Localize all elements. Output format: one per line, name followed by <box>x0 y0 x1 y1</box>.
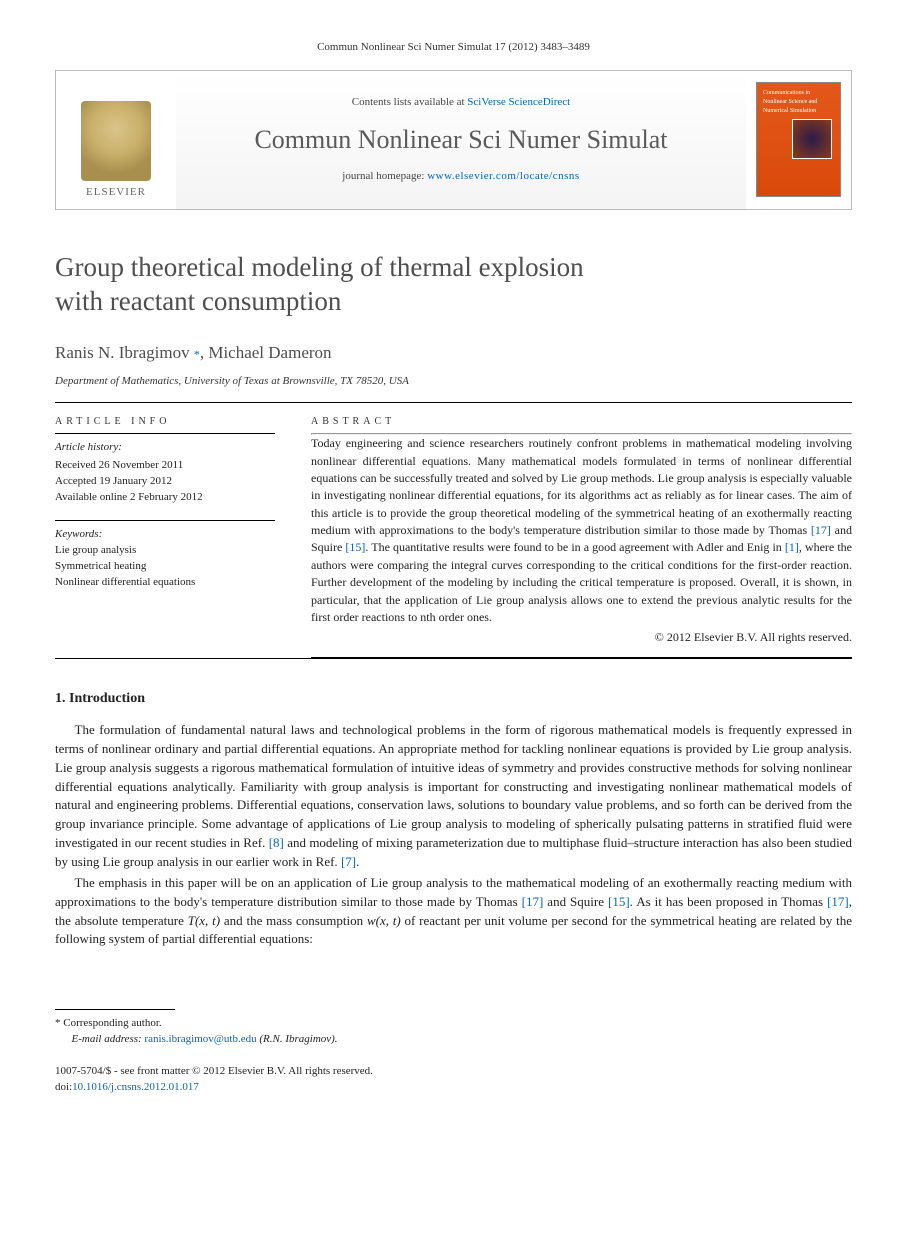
text-span: and Squire <box>543 894 608 909</box>
page-footer: * Corresponding author. E-mail address: … <box>55 1009 852 1096</box>
keywords-heading: Keywords: <box>55 527 275 543</box>
rule <box>55 433 275 434</box>
keyword: Symmetrical heating <box>55 559 275 575</box>
article-title-block: Group theoretical modeling of thermal ex… <box>55 250 852 319</box>
homepage-line: journal homepage: www.elsevier.com/locat… <box>342 169 579 185</box>
ref-link-15[interactable]: [15] <box>345 540 365 554</box>
keyword: Nonlinear differential equations <box>55 575 275 591</box>
masthead-center: Contents lists available at SciVerse Sci… <box>176 71 746 209</box>
ref-link-8[interactable]: [8] <box>269 835 284 850</box>
history-heading: Article history: <box>55 440 275 456</box>
contents-available-line: Contents lists available at SciVerse Sci… <box>352 95 570 111</box>
math-var-T: T(x, t) <box>188 913 220 928</box>
cover-caption: Communications in Nonlinear Science and … <box>763 90 817 113</box>
text-span: . As it has been proposed in Thomas <box>630 894 827 909</box>
rule <box>55 520 275 521</box>
rule <box>55 658 852 659</box>
rule <box>311 657 852 658</box>
journal-masthead: ELSEVIER Contents lists available at Sci… <box>55 70 852 210</box>
ref-link-17[interactable]: [17] <box>811 523 831 537</box>
accepted-date: Accepted 19 January 2012 <box>55 474 275 490</box>
citation-line: Commun Nonlinear Sci Numer Simulat 17 (2… <box>55 40 852 56</box>
doi-line: doi:10.1016/j.cnsns.2012.01.017 <box>55 1080 852 1096</box>
rule <box>55 1009 175 1010</box>
received-date: Received 26 November 2011 <box>55 458 275 474</box>
journal-name: Commun Nonlinear Sci Numer Simulat <box>254 121 667 159</box>
doi-link[interactable]: 10.1016/j.cnsns.2012.01.017 <box>72 1081 199 1093</box>
sciencedirect-link[interactable]: SciVerse ScienceDirect <box>467 96 570 108</box>
email-person: (R.N. Ibragimov). <box>259 1033 337 1045</box>
article-history-block: Article history: Received 26 November 20… <box>55 440 275 506</box>
doi-prefix: doi: <box>55 1081 72 1093</box>
corresponding-author-note: * Corresponding author. <box>55 1016 852 1032</box>
abstract-text: Today engineering and science researcher… <box>311 435 852 626</box>
publisher-logo-block: ELSEVIER <box>56 71 176 209</box>
ref-link-1[interactable]: [1] <box>785 540 799 554</box>
email-link[interactable]: ranis.ibragimov@utb.edu <box>144 1033 256 1045</box>
abstract-span: Today engineering and science researcher… <box>311 436 852 537</box>
article-info-heading: ARTICLE INFO <box>55 415 275 430</box>
homepage-link[interactable]: www.elsevier.com/locate/cnsns <box>427 170 579 182</box>
page: Commun Nonlinear Sci Numer Simulat 17 (2… <box>0 0 907 1126</box>
text-span: . <box>356 854 359 869</box>
abstract-heading: ABSTRACT <box>311 415 852 430</box>
homepage-prefix: journal homepage: <box>342 170 427 182</box>
abstract-copyright: © 2012 Elsevier B.V. All rights reserved… <box>311 629 852 646</box>
introduction-heading: 1. Introduction <box>55 689 852 709</box>
elsevier-tree-icon <box>81 101 151 181</box>
authors-line: Ranis N. Ibragimov *, Michael Dameron <box>55 341 852 366</box>
journal-cover-thumbnail: Communications in Nonlinear Science and … <box>756 82 841 197</box>
affiliation: Department of Mathematics, University of… <box>55 374 852 390</box>
cover-thumb-block: Communications in Nonlinear Science and … <box>746 71 851 209</box>
meta-row: ARTICLE INFO Article history: Received 2… <box>55 402 852 658</box>
text-span: The formulation of fundamental natural l… <box>55 722 852 850</box>
intro-paragraph-2: The emphasis in this paper will be on an… <box>55 874 852 949</box>
ref-link-17[interactable]: [17] <box>827 894 849 909</box>
contents-prefix: Contents lists available at <box>352 96 467 108</box>
abstract-column: ABSTRACT Today engineering and science r… <box>311 415 852 658</box>
ref-link-15[interactable]: [15] <box>608 894 630 909</box>
math-var-w: w(x, t) <box>367 913 401 928</box>
cover-inner-graphic <box>792 119 832 159</box>
email-line: E-mail address: ranis.ibragimov@utb.edu … <box>72 1032 853 1048</box>
article-info-column: ARTICLE INFO Article history: Received 2… <box>55 415 275 658</box>
title-line-1: Group theoretical modeling of thermal ex… <box>55 252 584 282</box>
footer-meta: 1007-5704/$ - see front matter © 2012 El… <box>55 1064 852 1096</box>
title-line-2: with reactant consumption <box>55 286 341 316</box>
ref-link-7[interactable]: [7] <box>341 854 356 869</box>
issn-copyright-line: 1007-5704/$ - see front matter © 2012 El… <box>55 1064 852 1080</box>
text-span: and the mass consumption <box>220 913 367 928</box>
online-date: Available online 2 February 2012 <box>55 490 275 506</box>
intro-paragraph-1: The formulation of fundamental natural l… <box>55 721 852 872</box>
author-2: Michael Dameron <box>208 343 331 362</box>
abstract-span: . The quantitative results were found to… <box>365 540 784 554</box>
email-label: E-mail address: <box>72 1033 142 1045</box>
ref-link-17[interactable]: [17] <box>522 894 544 909</box>
publisher-name: ELSEVIER <box>86 185 146 201</box>
article-title: Group theoretical modeling of thermal ex… <box>55 250 852 319</box>
keywords-block: Keywords: Lie group analysis Symmetrical… <box>55 527 275 591</box>
keyword: Lie group analysis <box>55 543 275 559</box>
author-1: Ranis N. Ibragimov <box>55 343 190 362</box>
